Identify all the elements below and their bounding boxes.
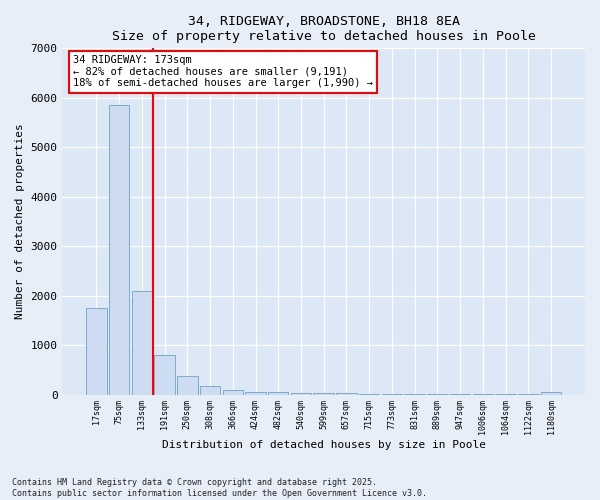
Bar (154, 355, 175, 395)
X-axis label: Distribution of detached houses by size in Poole: Distribution of detached houses by size … (162, 440, 486, 450)
Bar (541, 392, 561, 394)
Bar (223, 390, 243, 394)
Bar (291, 393, 311, 394)
Y-axis label: Number of detached properties: Number of detached properties (15, 124, 25, 320)
Bar (177, 376, 197, 394)
Bar (268, 392, 289, 394)
Bar (109, 105, 130, 395)
Text: Contains HM Land Registry data © Crown copyright and database right 2025.
Contai: Contains HM Land Registry data © Crown c… (12, 478, 427, 498)
Bar (86, 308, 107, 394)
Bar (313, 393, 334, 394)
Bar (245, 392, 266, 394)
Title: 34, RIDGEWAY, BROADSTONE, BH18 8EA
Size of property relative to detached houses : 34, RIDGEWAY, BROADSTONE, BH18 8EA Size … (112, 15, 536, 43)
Bar (200, 386, 220, 394)
Text: 34 RIDGEWAY: 173sqm
← 82% of detached houses are smaller (9,191)
18% of semi-det: 34 RIDGEWAY: 173sqm ← 82% of detached ho… (73, 56, 373, 88)
Bar (131, 290, 152, 395)
